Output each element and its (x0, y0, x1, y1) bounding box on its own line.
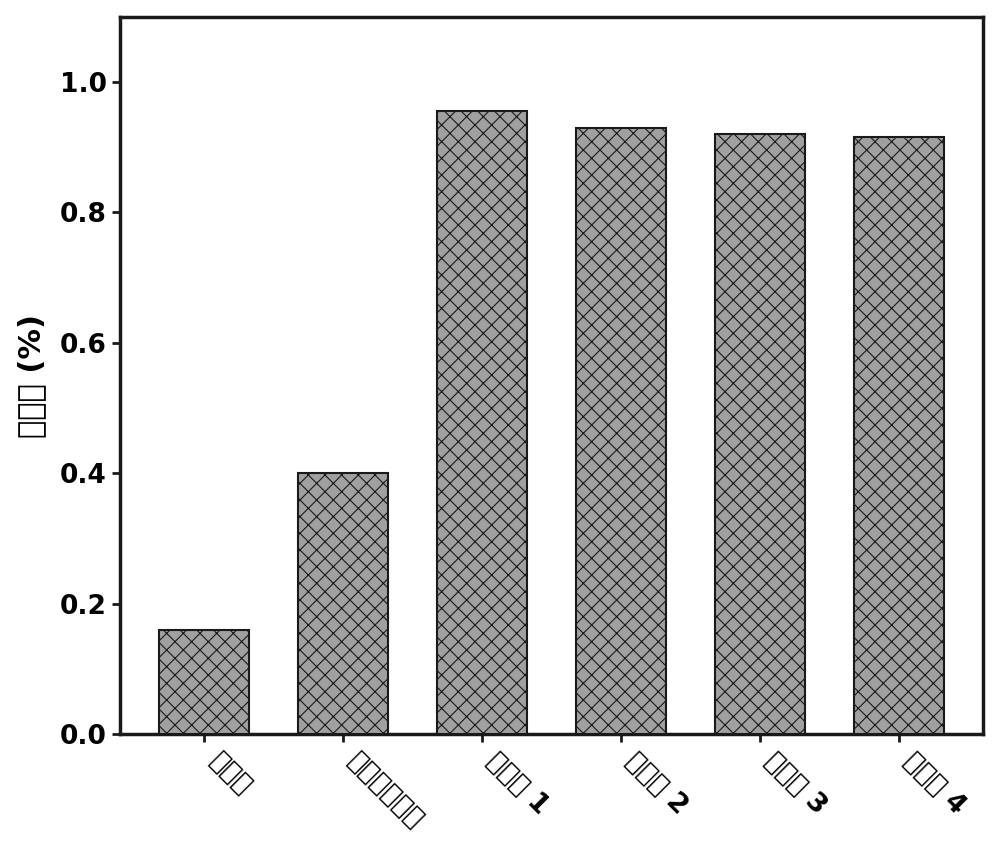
Bar (854, 138, 944, 734)
Y-axis label: 去除率 (%): 去除率 (%) (17, 314, 46, 438)
Bar (437, 111, 527, 734)
Bar (298, 473, 388, 734)
Bar (159, 630, 249, 734)
Bar (576, 128, 666, 734)
Bar (715, 134, 805, 734)
